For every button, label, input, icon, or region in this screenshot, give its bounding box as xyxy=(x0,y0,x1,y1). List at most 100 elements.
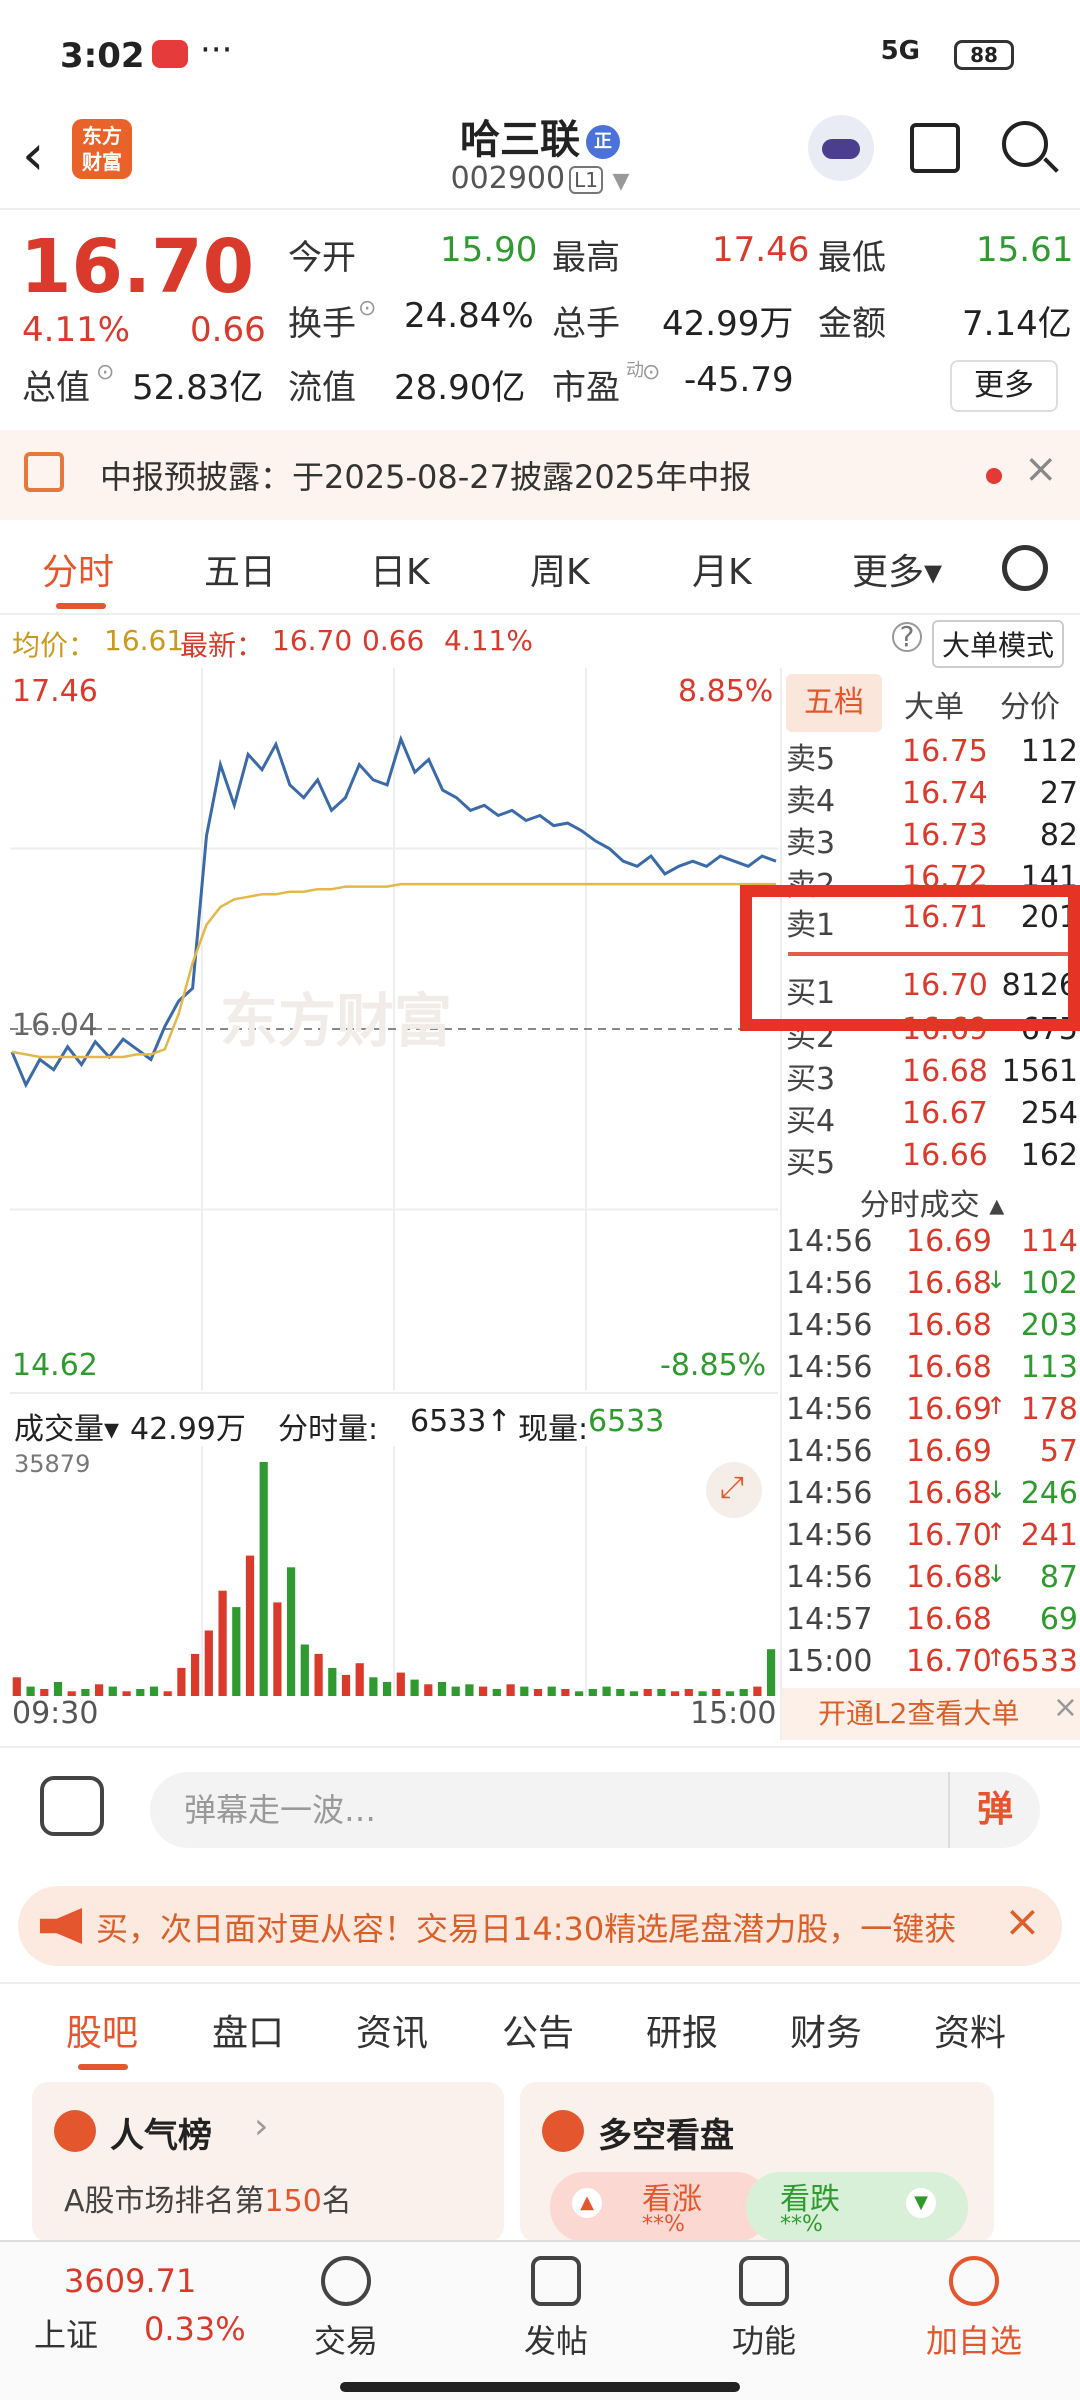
search-icon[interactable] xyxy=(1002,121,1048,167)
trade-time: 14:57 xyxy=(786,1602,873,1637)
volume-bar xyxy=(40,1689,49,1696)
tab-financials[interactable]: 财务 xyxy=(790,2013,863,2054)
tab-order-flow[interactable]: 盘口 xyxy=(212,2013,285,2054)
ask-row[interactable]: 卖4 16.74 27 xyxy=(782,776,1080,819)
notice-text: 中报预披露：于2025-08-27披露2025年中报 xyxy=(100,458,752,496)
nav-trade[interactable]: 交易 xyxy=(286,2250,406,2362)
l2-upgrade-button[interactable]: 开通L2查看大单 × xyxy=(782,1688,1080,1740)
share-icon[interactable] xyxy=(910,123,960,173)
close-icon[interactable]: × xyxy=(1024,446,1058,492)
trade-price: 16.70 xyxy=(906,1644,992,1679)
danmaku-toggle-button[interactable]: 弹 xyxy=(948,1772,1040,1848)
trade-list-header[interactable]: 分时成交 ▴ xyxy=(859,1188,1005,1223)
popularity-card[interactable]: 人气榜 › A股市场排名第150名 xyxy=(32,2082,504,2242)
chart-bar-icon xyxy=(54,2110,96,2152)
tab-five-day[interactable]: 五日 xyxy=(204,552,277,593)
notice-banner[interactable]: 中报预披露：于2025-08-27披露2025年中报 × xyxy=(0,430,1080,520)
danmaku-input[interactable]: 弹幕走一波… xyxy=(150,1772,1040,1848)
bid-row[interactable]: 买4 16.67 254 xyxy=(782,1096,1080,1139)
last-change: 0.66 xyxy=(362,624,425,657)
tab-research[interactable]: 研报 xyxy=(646,2013,719,2054)
info-icon[interactable]: ⊙ xyxy=(358,296,377,321)
rank-number: 150 xyxy=(264,2184,322,2219)
ask-row[interactable]: 卖3 16.73 82 xyxy=(782,818,1080,861)
info-icon[interactable]: ⊙ xyxy=(642,360,661,385)
high-value: 17.46 xyxy=(712,230,810,270)
ask-row[interactable]: 卖5 16.75 112 xyxy=(782,734,1080,777)
pe-label: 市盈 xyxy=(552,368,620,408)
rank-prefix: A股市场排名第 xyxy=(64,2184,265,2219)
stock-code-line[interactable]: 002900 L1 ▼ xyxy=(0,161,1080,196)
vote-up-button[interactable]: ▲ 看涨 **% xyxy=(550,2172,770,2242)
trade-volume: 69 xyxy=(1039,1602,1078,1637)
tab-price-distribution[interactable]: 分价 xyxy=(1000,690,1060,725)
nav-functions[interactable]: 功能 xyxy=(704,2250,824,2362)
vote-up-pct: **% xyxy=(642,2212,685,2237)
expand-icon[interactable]: ⤢ xyxy=(706,1462,762,1518)
tab-announcements[interactable]: 公告 xyxy=(502,2013,575,2054)
volume-chart[interactable]: 35879 xyxy=(10,1446,778,1696)
tab-profile[interactable]: 资料 xyxy=(934,2013,1007,2054)
tab-intraday[interactable]: 分时 xyxy=(42,552,115,593)
trade-price: 16.69 xyxy=(906,1392,992,1427)
book-volume: 82 xyxy=(1039,818,1078,853)
ask-row[interactable]: 卖1 16.71 201 xyxy=(782,900,1080,943)
tab-weekly-k[interactable]: 周K xyxy=(530,552,590,593)
big-order-mode-button[interactable]: 大单模式 xyxy=(932,620,1065,668)
intraday-chart[interactable]: 17.46 8.85% 16.04 14.62 -8.85% 东方财富 xyxy=(10,668,778,1390)
info-icon[interactable]: ⊙ xyxy=(96,360,115,385)
volume-bar xyxy=(287,1567,296,1696)
price-line xyxy=(10,734,777,1089)
gear-icon[interactable] xyxy=(1002,545,1048,591)
nav-add-watchlist[interactable]: 加自选 xyxy=(914,2250,1034,2362)
tab-daily-k[interactable]: 日K xyxy=(370,552,430,593)
open-value: 15.90 xyxy=(440,230,538,270)
l2-upgrade-label: 开通L2查看大单 xyxy=(818,1697,1020,1730)
community-tabs: 股吧 盘口 资讯 公告 研报 财务 资料 xyxy=(0,1982,1080,2072)
volume-bar xyxy=(616,1689,625,1696)
nav-post[interactable]: 发帖 xyxy=(496,2250,616,2362)
danmaku-settings-icon[interactable] xyxy=(40,1776,104,1836)
market-cap-label: 总值 xyxy=(22,368,90,408)
volume-dropdown[interactable]: 成交量▾ xyxy=(14,1412,120,1447)
trade-price: 16.70 xyxy=(906,1518,992,1553)
more-button[interactable]: 更多 xyxy=(950,360,1058,412)
volume-bar xyxy=(328,1667,337,1696)
tab-news[interactable]: 资讯 xyxy=(356,2013,429,2054)
tab-monthly-k[interactable]: 月K xyxy=(692,552,752,593)
app-logo[interactable]: 东方 财富 xyxy=(72,119,132,179)
tab-five-levels[interactable]: 五档 xyxy=(786,674,882,732)
pe-superscript: 动 xyxy=(626,360,644,381)
price-info-line: 均价： 16.61 最新： 16.70 0.66 4.11% ? 大单模式 xyxy=(0,616,1080,668)
tab-big-orders[interactable]: 大单 xyxy=(904,690,964,725)
status-bar: 3:02 ··· 5G 88 xyxy=(0,0,1080,110)
back-arrow-icon[interactable]: ‹ xyxy=(22,123,45,188)
chevron-down-icon: ▼ xyxy=(612,169,630,194)
close-icon[interactable]: × xyxy=(1052,1690,1078,1725)
bull-bear-title: 多空看盘 xyxy=(598,2116,734,2156)
close-icon[interactable]: × xyxy=(1004,1896,1041,1947)
vote-down-button[interactable]: 看跌 **% ▼ xyxy=(746,2172,968,2242)
assistant-robot-icon[interactable] xyxy=(808,115,874,181)
trade-volume: 114 xyxy=(1020,1224,1078,1259)
vote-up-label: 看涨 xyxy=(642,2182,702,2217)
now-volume-value: 6533 xyxy=(588,1404,665,1439)
tab-guba[interactable]: 股吧 xyxy=(66,2013,139,2054)
promo-banner[interactable]: 买，次日面对更从容！交易日14:30精选尾盘潜力股，一键获 × xyxy=(18,1886,1062,1966)
bid-row[interactable]: 买1 16.70 8126 xyxy=(782,968,1080,1011)
change-amount: 0.66 xyxy=(190,310,266,350)
bid-row[interactable]: 买5 16.66 162 xyxy=(782,1138,1080,1181)
trade-price: 16.68 xyxy=(906,1476,992,1511)
index-name[interactable]: 上证 xyxy=(34,2316,99,2354)
volume-chart-svg xyxy=(12,1446,776,1696)
trade-volume: 178 xyxy=(1020,1392,1078,1427)
trade-price: 16.69 xyxy=(906,1434,992,1469)
trade-row: 14:56 16.68 203 xyxy=(782,1308,1080,1350)
book-price: 16.67 xyxy=(902,1096,988,1131)
help-icon[interactable]: ? xyxy=(892,622,922,652)
index-value[interactable]: 3609.71 xyxy=(64,2262,197,2300)
book-volume: 112 xyxy=(1020,734,1078,769)
tab-more[interactable]: 更多▾ xyxy=(852,552,943,593)
bid-row[interactable]: 买3 16.68 1561 xyxy=(782,1054,1080,1097)
book-level-label: 买4 xyxy=(786,1104,836,1139)
